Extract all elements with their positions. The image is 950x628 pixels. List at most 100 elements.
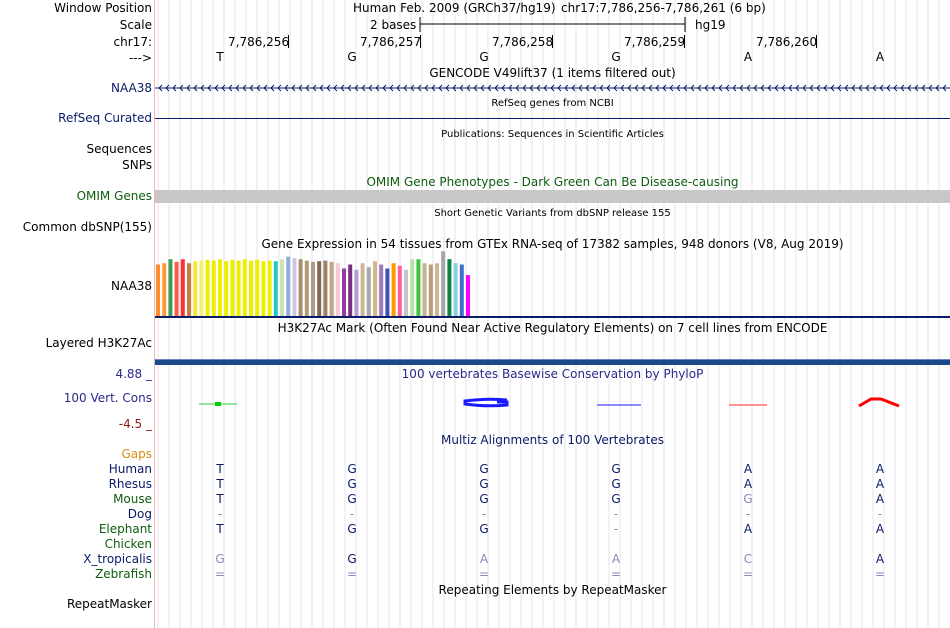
base-letter: G: [611, 50, 621, 64]
h3k27ac-track-title: H3K27Ac Mark (Often Found Near Active Re…: [277, 321, 828, 335]
alignment-base: G: [347, 492, 357, 506]
gtex-tissue-bar[interactable]: [224, 261, 229, 316]
species-label-chicken[interactable]: Chicken: [104, 537, 152, 551]
gtex-tissue-bar[interactable]: [323, 260, 328, 316]
gtex-tissue-bar[interactable]: [348, 264, 353, 317]
base-letter: A: [743, 50, 753, 64]
gtex-tissue-bar[interactable]: [354, 269, 359, 316]
gtex-track-label[interactable]: NAA38: [111, 279, 152, 293]
gtex-tissue-bar[interactable]: [416, 259, 421, 316]
ruler-tick-mark: [288, 35, 289, 48]
species-label-human[interactable]: Human: [108, 462, 152, 476]
alignment-base: A: [875, 462, 885, 476]
gtex-tissue-bar[interactable]: [230, 259, 235, 316]
alignment-base: A: [875, 522, 885, 536]
omim-phenotype-bar[interactable]: [155, 190, 950, 203]
gtex-tissue-bar[interactable]: [385, 268, 390, 317]
gtex-tissue-bar[interactable]: [428, 264, 433, 317]
gtex-tissue-bar[interactable]: [267, 260, 272, 316]
gtex-tissue-bar[interactable]: [236, 260, 241, 316]
gtex-tissue-bar[interactable]: [373, 261, 377, 316]
gtex-tissue-bar[interactable]: [205, 259, 210, 316]
gtex-tissue-bar[interactable]: [391, 263, 396, 316]
alignment-base: -: [877, 507, 883, 521]
gtex-tissue-bar[interactable]: [404, 269, 408, 316]
scale-bar: [419, 17, 686, 32]
h3k27ac-track-label[interactable]: Layered H3K27Ac: [45, 336, 152, 350]
gtex-tissue-bar[interactable]: [311, 261, 315, 316]
gencode-gene-naa38[interactable]: [155, 80, 950, 96]
gtex-tissue-bar[interactable]: [187, 263, 191, 316]
gtex-tissue-bar[interactable]: [379, 264, 384, 317]
gtex-tissue-bar[interactable]: [317, 261, 322, 316]
gtex-baseline: [155, 316, 950, 318]
gtex-tissue-bar[interactable]: [180, 259, 185, 316]
gtex-tissue-bar[interactable]: [459, 264, 464, 317]
gtex-expression-bars[interactable]: [155, 250, 555, 318]
species-label-elephant[interactable]: Elephant: [98, 522, 152, 536]
gtex-tissue-bar[interactable]: [199, 260, 204, 316]
gtex-tissue-bar[interactable]: [211, 260, 216, 316]
gtex-tissue-bar[interactable]: [453, 263, 458, 316]
gtex-tissue-bar[interactable]: [304, 260, 309, 316]
gtex-tissue-bar[interactable]: [249, 260, 253, 316]
gtex-tissue-bar[interactable]: [156, 264, 160, 317]
multiz-gaps-label[interactable]: Gaps: [121, 447, 152, 461]
refseq-gene-line[interactable]: [155, 118, 950, 119]
gtex-tissue-bar[interactable]: [329, 261, 334, 316]
gtex-tissue-bar[interactable]: [218, 259, 222, 316]
ruler-tick-mark: [552, 35, 553, 48]
gtex-tissue-bar[interactable]: [174, 261, 179, 316]
species-label-rhesus[interactable]: Rhesus: [108, 477, 152, 491]
scale-label[interactable]: Scale: [119, 18, 152, 32]
species-label-x_tropicalis[interactable]: X_tropicalis: [83, 552, 152, 566]
gtex-tissue-bar[interactable]: [366, 267, 371, 316]
chrom-label[interactable]: chr17:: [113, 35, 152, 49]
gtex-tissue-bar[interactable]: [242, 259, 247, 316]
publications-label-sequences[interactable]: Sequences: [86, 142, 152, 156]
gtex-tissue-bar[interactable]: [441, 251, 446, 316]
gtex-tissue-bar[interactable]: [447, 259, 452, 316]
species-label-dog[interactable]: Dog: [127, 507, 152, 521]
phylop-track-label[interactable]: 100 Vert. Cons: [63, 391, 152, 405]
gtex-tissue-bar[interactable]: [292, 257, 297, 316]
gtex-tissue-bar[interactable]: [360, 263, 365, 316]
gtex-tissue-bar[interactable]: [422, 263, 427, 316]
gtex-tissue-bar[interactable]: [397, 265, 402, 316]
omim-track-label[interactable]: OMIM Genes: [76, 189, 152, 203]
strand-label[interactable]: --->: [128, 51, 152, 65]
gencode-track-title: GENCODE V49lift37 (1 items filtered out): [429, 66, 676, 80]
gtex-tissue-bar[interactable]: [255, 259, 260, 316]
gtex-tissue-bar[interactable]: [168, 259, 173, 316]
species-label-zebrafish[interactable]: Zebrafish: [95, 567, 152, 581]
ruler-tick-label: 7,786,259: [624, 35, 686, 49]
gtex-tissue-bar[interactable]: [162, 263, 167, 316]
alignment-base: =: [610, 567, 622, 581]
alignment-base: A: [743, 522, 753, 536]
refseq-track-title: RefSeq genes from NCBI: [491, 98, 614, 109]
publications-label-snps[interactable]: SNPs: [122, 158, 152, 172]
gtex-tissue-bar[interactable]: [298, 259, 303, 316]
gtex-tissue-bar[interactable]: [466, 275, 470, 316]
gtex-tissue-bar[interactable]: [261, 261, 266, 316]
repeatmasker-track-label[interactable]: RepeatMasker: [66, 597, 152, 611]
gtex-tissue-bar[interactable]: [280, 259, 284, 316]
species-label-mouse[interactable]: Mouse: [113, 492, 152, 506]
refseq-track-label[interactable]: RefSeq Curated: [58, 111, 152, 125]
gencode-track-label[interactable]: NAA38: [111, 81, 152, 95]
alignment-base: T: [216, 492, 224, 506]
gtex-tissue-bar[interactable]: [286, 256, 291, 316]
window-position-label[interactable]: Window Position: [54, 1, 152, 15]
gtex-tissue-bar[interactable]: [273, 261, 278, 316]
assembly-text: Human Feb. 2009 (GRCh37/hg19): [353, 1, 556, 15]
dbsnp-track-label[interactable]: Common dbSNP(155): [22, 220, 152, 234]
gtex-tissue-bar[interactable]: [335, 263, 340, 316]
phylop-logo[interactable]: [155, 392, 950, 414]
h3k27ac-signal[interactable]: [155, 359, 950, 365]
gtex-tissue-bar[interactable]: [435, 263, 439, 316]
phylop-base-6: [858, 397, 900, 408]
gtex-tissue-bar[interactable]: [342, 268, 346, 317]
gtex-tissue-bar[interactable]: [410, 259, 415, 316]
alignment-base: G: [479, 492, 489, 506]
gtex-tissue-bar[interactable]: [193, 261, 198, 316]
